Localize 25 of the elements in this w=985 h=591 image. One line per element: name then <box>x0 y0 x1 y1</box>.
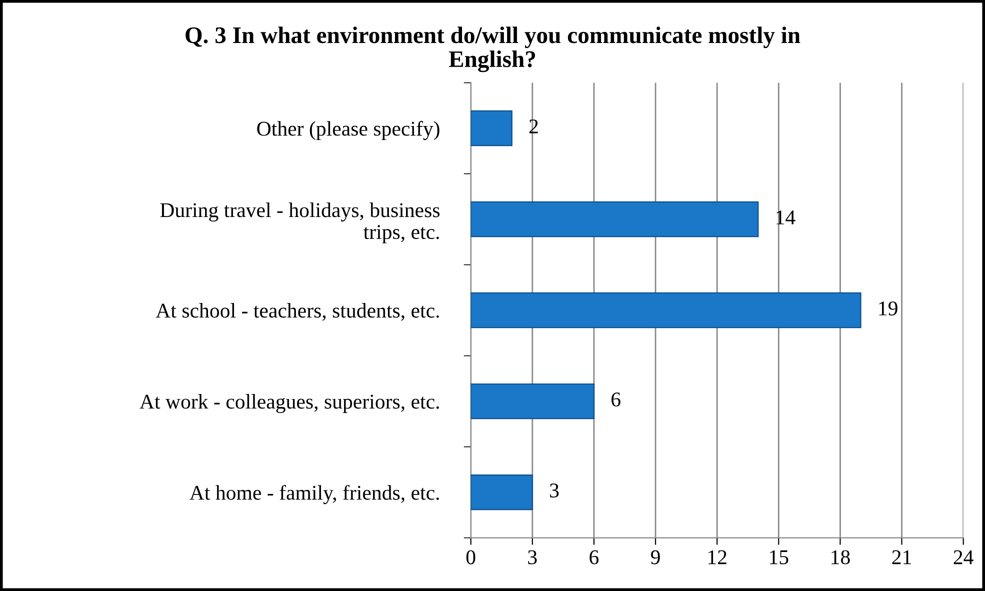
y-tick-label: At home - family, friends, etc. <box>190 484 439 504</box>
data-label: 19 <box>879 301 898 316</box>
chart-title: Q. 3 In what environment do/will you communicate mostly in English? <box>186 26 800 72</box>
data-label: 14 <box>776 210 796 224</box>
data-label: 6 <box>612 392 620 407</box>
data-label: 3 <box>550 484 559 498</box>
x-tick-label: 18 <box>832 550 850 564</box>
y-tick-label: At school - teachers, students, etc. <box>156 303 439 321</box>
bar <box>470 474 533 510</box>
bar <box>470 292 862 328</box>
y-tick-label: Other (please specify) <box>257 120 440 140</box>
x-tick-label: 12 <box>708 550 726 564</box>
x-tick-label: 3 <box>528 550 537 564</box>
x-tick-label: 15 <box>770 550 788 564</box>
x-tick-label: 0 <box>466 550 476 564</box>
x-tick-label: 6 <box>590 550 599 564</box>
x-tick-label: 9 <box>650 550 660 564</box>
data-label: 2 <box>529 119 538 134</box>
y-tick-label: During travel - holidays, business trips, etc. <box>160 202 440 244</box>
bar <box>470 110 512 146</box>
x-tick-label: 24 <box>954 550 974 564</box>
bar <box>470 201 759 238</box>
x-tick-label: 21 <box>892 550 911 564</box>
bar <box>470 383 595 420</box>
y-tick-label: At work - colleagues, superiors, etc. <box>140 394 439 414</box>
